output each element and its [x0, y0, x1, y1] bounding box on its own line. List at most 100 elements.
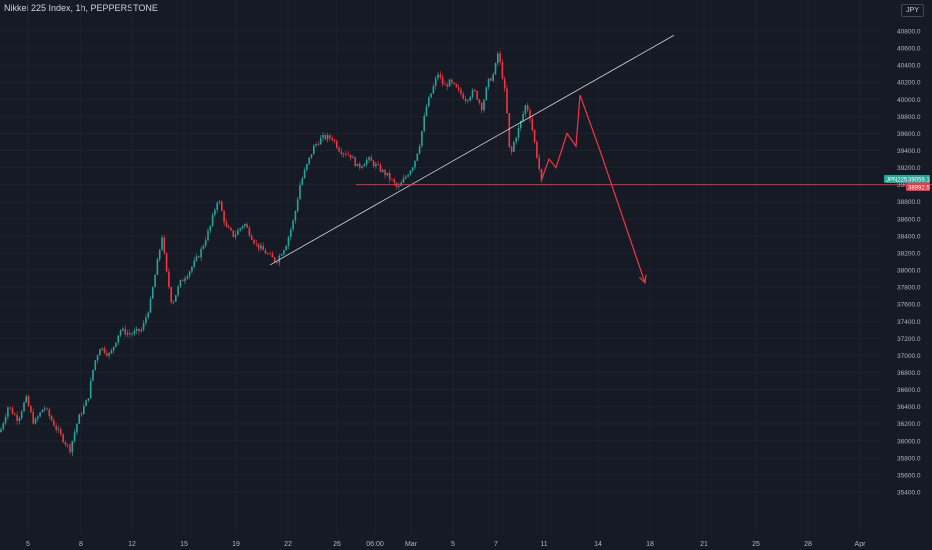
- candle-body: [296, 199, 299, 212]
- candle-body: [53, 420, 55, 426]
- candle-body: [476, 90, 478, 100]
- y-tick-label: 37000.0: [897, 353, 921, 360]
- candle-body: [299, 184, 301, 200]
- candle-body: [83, 406, 85, 415]
- candle-body: [418, 145, 421, 154]
- candle-body: [25, 396, 28, 403]
- candle-body: [255, 243, 258, 245]
- candle-body: [533, 130, 536, 142]
- candle-body: [230, 228, 232, 231]
- candle-body: [186, 276, 189, 279]
- candle-body: [119, 330, 122, 336]
- candle-body: [191, 266, 193, 272]
- candle-body: [487, 78, 490, 88]
- candle-body: [188, 271, 191, 277]
- candle-body: [469, 97, 471, 101]
- candle-body: [368, 157, 370, 160]
- candle-body: [526, 105, 529, 111]
- y-tick-label: 35800.0: [897, 455, 921, 462]
- candle-body: [393, 179, 396, 183]
- candle-body: [198, 256, 200, 258]
- candle-body: [287, 236, 290, 247]
- candle-body: [248, 227, 251, 236]
- y-tick-label: 39400.0: [897, 148, 921, 155]
- trendline[interactable]: [269, 34, 675, 266]
- candle-body: [246, 224, 248, 228]
- candle-body: [310, 154, 313, 158]
- candle-body: [103, 348, 106, 354]
- candle-body: [474, 89, 476, 91]
- candle-body: [529, 110, 531, 119]
- candle-body: [446, 84, 448, 87]
- candle-body: [483, 100, 485, 111]
- candle-body: [536, 141, 538, 158]
- candle-body: [356, 163, 359, 166]
- candle-body: [437, 74, 439, 79]
- candle-body: [319, 137, 322, 145]
- candle-body: [462, 94, 465, 99]
- candle-body: [354, 157, 356, 166]
- time-axis[interactable]: 5 8 12 15 19 22 26 06:00 Mar 5 7 11 14 18 21 25 28 Apr: [26, 541, 866, 548]
- candle-body: [71, 441, 74, 453]
- candle-body: [112, 346, 115, 351]
- candle-body: [202, 245, 205, 249]
- candle-body: [124, 328, 126, 335]
- y-tick-label: 39200.0: [897, 165, 921, 172]
- candle-body: [499, 53, 501, 62]
- currency-button[interactable]: JPY: [901, 4, 924, 17]
- candle-body: [115, 342, 117, 347]
- candle-body: [538, 157, 540, 169]
- candle-body: [200, 248, 202, 258]
- price-axis[interactable]: 35400.0 35600.0 35800.0 36000.0 36200.0 36400…: [897, 29, 921, 497]
- candle-body: [262, 245, 264, 251]
- candle-body: [492, 74, 494, 81]
- candle-body: [416, 153, 419, 161]
- candle-body: [221, 201, 223, 212]
- candle-body: [515, 137, 517, 142]
- x-tick-label: Apr: [855, 541, 867, 548]
- candle-body: [237, 230, 239, 235]
- y-tick-label: 40800.0: [897, 29, 921, 36]
- y-tick-label: 40000.0: [897, 97, 921, 104]
- last-price-label: 39059.1: [908, 178, 930, 184]
- candle-body: [223, 211, 225, 223]
- candle-body: [62, 434, 64, 443]
- candle-body: [301, 178, 304, 185]
- candle-body: [168, 271, 170, 288]
- candle-body: [207, 230, 209, 241]
- candle-body: [283, 250, 285, 255]
- candle-body: [434, 78, 437, 86]
- candle-body: [85, 400, 87, 407]
- candle-body: [140, 329, 143, 332]
- candle-body: [398, 185, 400, 187]
- candle-body: [409, 170, 412, 175]
- candle-body: [57, 429, 60, 430]
- candle-body: [342, 153, 345, 155]
- candle-body: [405, 176, 407, 179]
- x-tick-label: 7: [494, 541, 498, 548]
- candle-body: [135, 328, 138, 331]
- projection-path[interactable]: [540, 94, 646, 284]
- candle-body: [96, 355, 99, 361]
- candle-body: [46, 408, 48, 410]
- y-tick-label: 37800.0: [897, 285, 921, 292]
- candle-body: [177, 286, 179, 296]
- candle-body: [388, 172, 391, 180]
- y-tick-label: 36600.0: [897, 387, 921, 394]
- candle-series: [0, 50, 543, 457]
- candle-body: [179, 279, 182, 287]
- level-price-badge: 38992.5: [906, 183, 930, 192]
- candle-body: [423, 116, 425, 132]
- x-tick-label: 06:00: [366, 541, 384, 548]
- candle-body: [331, 138, 333, 141]
- candle-body: [172, 301, 175, 303]
- candle-body: [338, 147, 340, 152]
- candle-body: [517, 127, 520, 138]
- candle-body: [152, 287, 154, 299]
- candle-body: [269, 253, 271, 255]
- candle-body: [80, 414, 83, 415]
- x-tick-label: 5: [26, 541, 30, 548]
- candle-body: [101, 348, 103, 350]
- candle-body: [106, 353, 108, 356]
